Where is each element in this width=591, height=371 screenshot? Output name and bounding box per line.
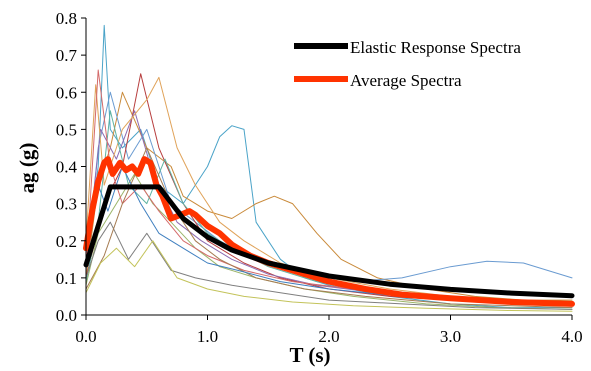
y-tick-label: 0.8 [56, 9, 77, 28]
record-spectrum-line [85, 91, 573, 301]
record-spectrum-line [85, 173, 573, 310]
x-tick-label: 1.0 [197, 327, 218, 346]
y-tick-label: 0.2 [56, 232, 77, 251]
x-axis-label: T (s) [289, 343, 330, 367]
x-ticks: 0.0 1.0 2.0 3.0 4.0 [75, 315, 583, 346]
legend: Elastic Response Spectra Average Spectra [294, 38, 521, 90]
y-tick-label: 0.3 [56, 195, 77, 214]
spectra-lines [83, 24, 575, 312]
record-spectrum-line [85, 240, 573, 312]
y-axis-label: ag (g) [15, 143, 39, 194]
average-spectrum-line [83, 156, 575, 307]
record-spectrum-line [85, 221, 573, 310]
x-tick-label: 3.0 [440, 327, 461, 346]
x-tick-label: 2.0 [318, 327, 339, 346]
x-tick-label: 4.0 [561, 327, 582, 346]
elastic-spectrum-line [83, 184, 575, 299]
record-spectrum-line [85, 147, 573, 309]
legend-label-elastic: Elastic Response Spectra [350, 38, 521, 57]
y-tick-label: 0.6 [56, 83, 77, 102]
y-tick-label: 0.1 [56, 269, 77, 288]
y-ticks: 0.0 0.1 0.2 0.3 0.4 0.5 0.6 0.7 0.8 [56, 9, 86, 325]
legend-label-average: Average Spectra [350, 71, 462, 90]
y-tick-label: 0.7 [56, 46, 78, 65]
y-tick-label: 0.4 [56, 158, 78, 177]
y-tick-label: 0.5 [56, 120, 77, 139]
y-tick-label: 0.0 [56, 306, 77, 325]
x-tick-label: 0.0 [75, 327, 96, 346]
